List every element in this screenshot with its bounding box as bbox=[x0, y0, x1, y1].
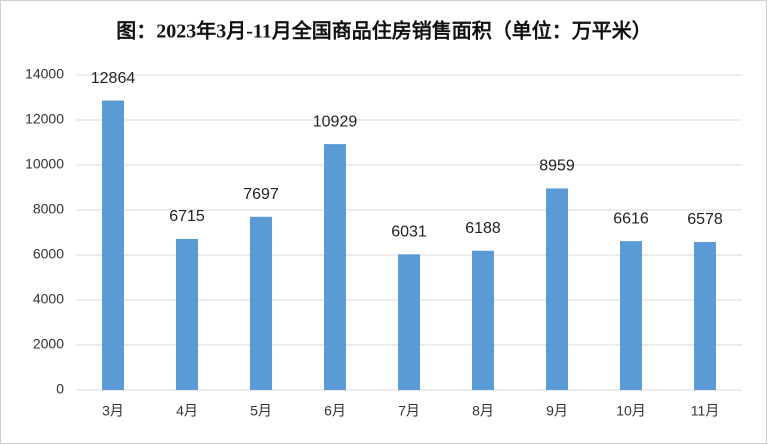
value-label: 12864 bbox=[91, 70, 136, 87]
bar bbox=[620, 241, 642, 390]
x-tick-label: 4月 bbox=[176, 403, 198, 419]
y-tick-label: 6000 bbox=[33, 246, 64, 262]
y-tick-label: 14000 bbox=[25, 66, 64, 82]
y-tick-label: 2000 bbox=[33, 336, 64, 352]
x-tick-label: 5月 bbox=[250, 403, 272, 419]
y-tick-label: 8000 bbox=[33, 201, 64, 217]
value-label: 6616 bbox=[613, 210, 649, 227]
bar bbox=[398, 254, 420, 390]
value-label: 6578 bbox=[687, 211, 723, 228]
value-label: 6188 bbox=[465, 220, 501, 237]
y-tick-label: 10000 bbox=[25, 156, 64, 172]
bar bbox=[694, 241, 716, 390]
x-tick-label: 10月 bbox=[616, 403, 646, 419]
x-tick-label: 6月 bbox=[324, 403, 346, 419]
chart-title: 图：2023年3月-11月全国商品住房销售面积（单位：万平米） bbox=[116, 19, 652, 43]
value-label: 7697 bbox=[243, 186, 279, 203]
x-tick-label: 11月 bbox=[691, 403, 720, 419]
x-tick-label: 8月 bbox=[472, 403, 494, 419]
value-label: 10929 bbox=[313, 113, 358, 130]
y-tick-label: 12000 bbox=[25, 111, 64, 127]
value-label: 6715 bbox=[169, 208, 205, 225]
bar bbox=[546, 188, 568, 390]
bar bbox=[324, 144, 346, 390]
value-label: 8959 bbox=[539, 158, 575, 175]
bar bbox=[176, 238, 198, 390]
bar bbox=[250, 216, 272, 390]
bar bbox=[102, 100, 124, 390]
value-label: 6031 bbox=[391, 224, 427, 241]
x-tick-label: 3月 bbox=[102, 403, 124, 419]
y-tick-label: 4000 bbox=[33, 291, 64, 307]
y-tick-label: 0 bbox=[56, 381, 64, 397]
x-tick-label: 9月 bbox=[546, 403, 568, 419]
bar bbox=[472, 250, 494, 390]
x-tick-label: 7月 bbox=[398, 403, 420, 419]
